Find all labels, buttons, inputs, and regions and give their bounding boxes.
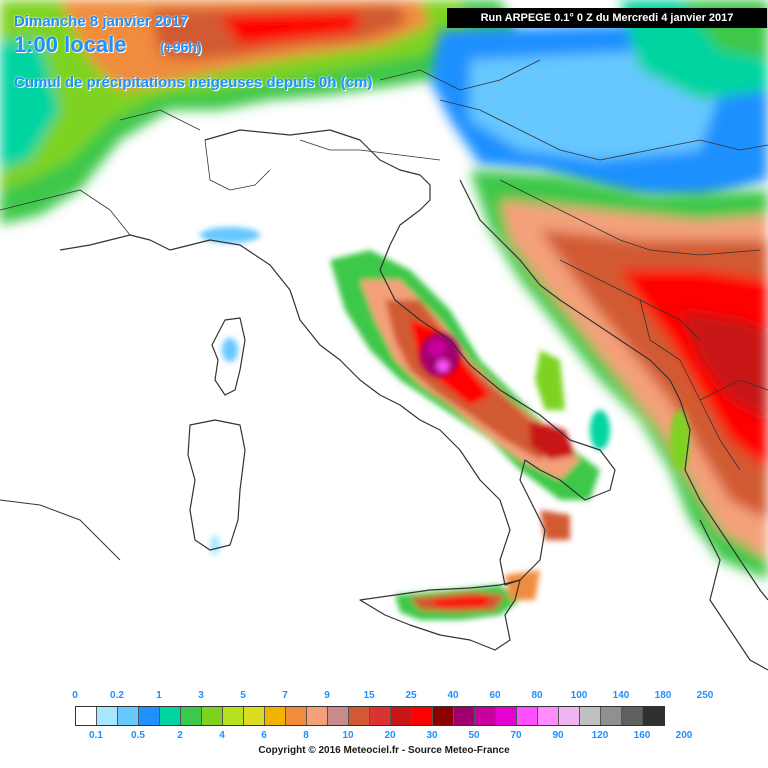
legend-tick-label: 9	[324, 690, 330, 701]
legend-swatch	[118, 707, 139, 725]
legend-swatch	[433, 707, 454, 725]
legend-swatch	[538, 707, 559, 725]
legend-swatch	[391, 707, 412, 725]
legend-tick-label: 8	[303, 730, 309, 741]
legend-tick-label: 90	[552, 730, 564, 741]
legend-tick-label: 30	[426, 730, 438, 741]
legend-swatch	[265, 707, 286, 725]
legend-tick-label: 80	[531, 690, 543, 701]
legend-swatch	[454, 707, 475, 725]
snow-area-alps	[0, 0, 520, 225]
legend-swatch	[622, 707, 643, 725]
legend-swatch	[559, 707, 580, 725]
legend-tick-label: 50	[468, 730, 480, 741]
legend-tick-label: 15	[363, 690, 375, 701]
legend-tick-label: 0.2	[110, 690, 124, 701]
legend-swatch	[412, 707, 433, 725]
legend-tick-label: 1	[156, 690, 162, 701]
forecast-date: Dimanche 8 janvier 2017	[14, 13, 189, 30]
legend-tick-label: 140	[612, 690, 630, 701]
forecast-time: 1:00 locale	[14, 32, 127, 57]
snow-area-balkans	[470, 170, 768, 580]
legend-tick-label: 70	[510, 730, 522, 741]
legend-swatch	[370, 707, 391, 725]
legend-swatch	[517, 707, 538, 725]
legend-tick-label: 5	[240, 690, 246, 701]
snow-max-abruzzo	[420, 333, 460, 377]
legend-tick-label: 7	[282, 690, 288, 701]
legend-tick-label: 3	[198, 690, 204, 701]
legend-swatch	[643, 707, 664, 725]
legend-swatch	[244, 707, 265, 725]
legend-swatch	[181, 707, 202, 725]
field-description: Cumul de précipitations neigeuses depuis…	[14, 74, 373, 91]
legend-tick-label: 25	[405, 690, 417, 701]
coastlines	[0, 59, 768, 671]
legend-tick-label: 60	[489, 690, 501, 701]
legend-tick-label: 0.1	[89, 730, 103, 741]
color-legend: 0 0.2 1 3 5 7 9 15 25 40 60 80 100 140 180 250 0.1 0.5 2 4…	[0, 686, 768, 768]
snow-area-sicily	[395, 570, 540, 620]
legend-swatch	[160, 707, 181, 725]
legend-swatch	[307, 707, 328, 725]
legend-tick-label: 160	[633, 730, 651, 741]
legend-color-scale	[75, 706, 665, 726]
legend-tick-label: 0	[72, 690, 78, 701]
legend-swatch	[580, 707, 601, 725]
legend-swatch	[496, 707, 517, 725]
legend-tick-label: 10	[342, 730, 354, 741]
legend-tick-label: 120	[591, 730, 609, 741]
legend-tick-label: 6	[261, 730, 267, 741]
legend-swatch	[97, 707, 118, 725]
copyright-credit: Copyright © 2016 Meteociel.fr - Source M…	[258, 745, 510, 756]
legend-swatch	[223, 707, 244, 725]
legend-tick-label: 100	[570, 690, 588, 701]
snow-scattered	[200, 227, 690, 555]
legend-tick-label: 40	[447, 690, 459, 701]
forecast-lead-time: (+96h)	[160, 39, 202, 55]
legend-swatch	[601, 707, 622, 725]
legend-swatch	[286, 707, 307, 725]
legend-tick-label: 2	[177, 730, 183, 741]
legend-tick-label: 20	[384, 730, 396, 741]
legend-swatch	[139, 707, 160, 725]
legend-swatch	[328, 707, 349, 725]
legend-swatch	[202, 707, 223, 725]
legend-swatch	[475, 707, 496, 725]
model-run-label: Run ARPEGE 0.1° 0 Z du Mercredi 4 janvie…	[447, 8, 767, 28]
legend-tick-label: 250	[696, 690, 714, 701]
legend-swatch	[349, 707, 370, 725]
legend-swatch	[76, 707, 97, 725]
legend-tick-label: 0.5	[131, 730, 145, 741]
legend-tick-label: 200	[675, 730, 693, 741]
legend-tick-label: 4	[219, 730, 225, 741]
legend-tick-label: 180	[654, 690, 672, 701]
